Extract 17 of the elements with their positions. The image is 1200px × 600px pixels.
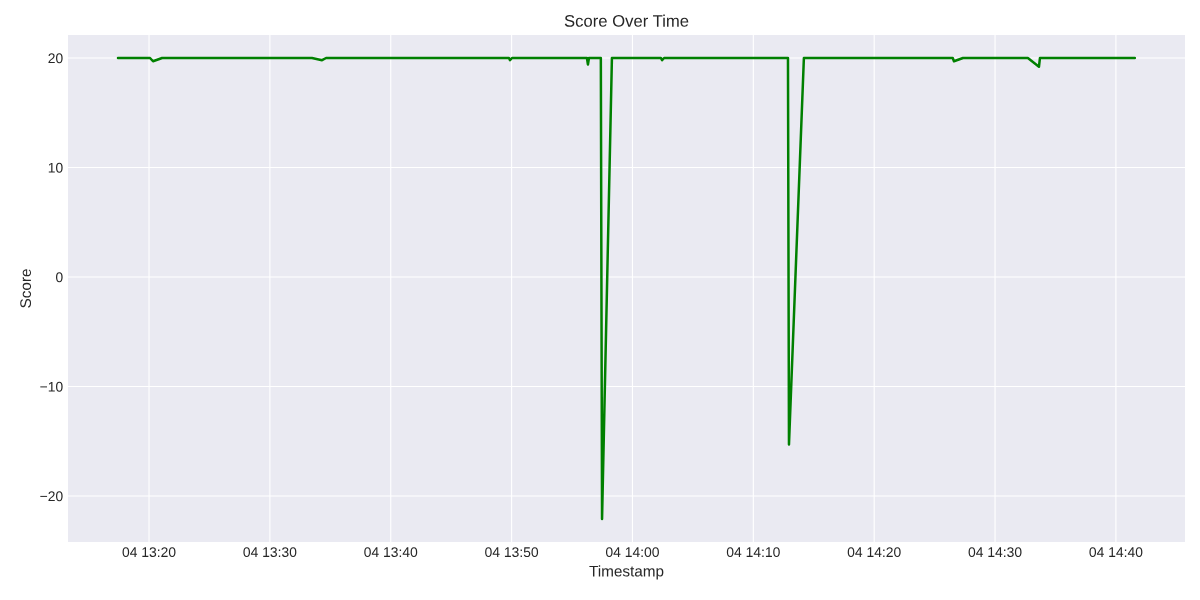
x-tick-label: 04 14:10 bbox=[726, 547, 780, 558]
x-tick-label: 04 14:00 bbox=[605, 547, 659, 558]
x-tick-label: 04 13:20 bbox=[122, 547, 176, 558]
x-tick-label: 04 14:40 bbox=[1089, 547, 1143, 558]
y-tick-label: 0 bbox=[56, 272, 63, 283]
y-tick-label: 20 bbox=[48, 53, 63, 64]
x-tick-label: 04 13:50 bbox=[485, 547, 539, 558]
x-tick-label: 04 14:30 bbox=[968, 547, 1022, 558]
x-axis-title: Timestamp bbox=[589, 565, 664, 580]
y-axis-title: Score bbox=[20, 269, 32, 308]
y-tick-label: 10 bbox=[48, 162, 63, 173]
x-tick-label: 04 13:30 bbox=[243, 547, 297, 558]
y-tick-label: −20 bbox=[40, 491, 63, 502]
y-tick-label: −10 bbox=[40, 381, 63, 392]
chart-title: Score Over Time bbox=[564, 14, 689, 27]
x-tick-label: 04 14:20 bbox=[847, 547, 901, 558]
x-tick-label: 04 13:40 bbox=[364, 547, 418, 558]
